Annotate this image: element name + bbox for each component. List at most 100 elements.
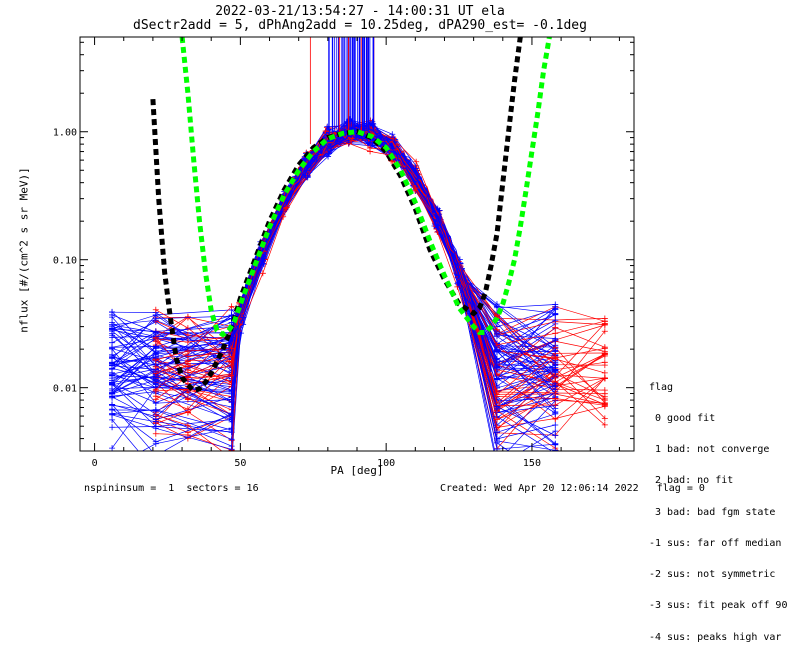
y-tick-label: 0.01 <box>53 384 77 395</box>
data-point-marker <box>282 205 289 212</box>
fit-curve <box>150 37 523 394</box>
x-axis-label: PA [deg] <box>330 464 384 477</box>
data-point-marker <box>494 459 500 465</box>
chart-title: 2022-03-21/13:54:27 - 14:00:31 UT ela <box>215 4 505 19</box>
data-point-marker <box>601 359 608 366</box>
data-point-marker <box>412 187 419 194</box>
data-point-marker <box>259 270 266 277</box>
data-point-marker <box>552 361 559 368</box>
x-axis: 0 50 100 150 <box>92 37 620 469</box>
data-point-marker <box>109 389 116 396</box>
data-point-marker <box>493 375 500 382</box>
data-point-marker <box>109 416 116 423</box>
data-point-marker <box>412 185 419 192</box>
data-point-marker <box>366 144 373 151</box>
data-point-marker <box>552 383 559 390</box>
data-point-marker <box>552 422 559 429</box>
data-point-marker <box>184 406 191 413</box>
data-point-marker <box>184 358 191 365</box>
y-axis: 0.01 0.10 1.00 <box>53 41 634 440</box>
data-point-marker <box>601 318 608 325</box>
legend: flag 0 good fit 1 bad: not converge 2 ba… <box>649 362 787 653</box>
fit-curves <box>150 37 552 394</box>
data-point-marker <box>552 401 559 408</box>
data-point-marker <box>601 387 608 394</box>
data-point-marker <box>601 399 608 406</box>
data-point-marker <box>552 447 559 451</box>
data-point-marker <box>152 353 159 360</box>
y-tick-label: 1.00 <box>53 128 77 139</box>
distribution-line <box>155 127 605 451</box>
data-point-marker <box>109 332 116 339</box>
distribution-line <box>155 128 605 346</box>
data-point-marker <box>152 335 159 342</box>
x-tick-label: 100 <box>377 458 395 469</box>
legend-entry: -2 sus: not symmetric <box>649 569 776 581</box>
x-tick-label: 0 <box>92 458 98 469</box>
legend-entry: -3 sus: fit peak off 90 <box>649 600 788 612</box>
data-point-marker <box>109 314 116 321</box>
distribution-line <box>141 130 556 451</box>
distribution-line <box>111 130 556 354</box>
legend-entry: -1 sus: far off median <box>649 537 782 549</box>
data-point-marker <box>369 118 376 125</box>
legend-title: flag <box>649 381 674 393</box>
y-tick-label: 0.10 <box>53 256 77 267</box>
data-point-marker <box>601 350 608 357</box>
data-point-marker <box>493 416 500 423</box>
data-point-marker <box>228 390 235 397</box>
data-point-marker <box>152 423 159 430</box>
data-point-marker <box>228 436 235 443</box>
chart-subtitle: dSectr2add = 5, dPhAng2add = 10.25deg, d… <box>133 18 587 33</box>
data-point-marker <box>228 359 235 366</box>
data-point-marker <box>153 469 159 475</box>
distribution-line <box>155 132 605 363</box>
distribution-line <box>111 132 556 447</box>
data-point-marker <box>601 375 608 382</box>
data-point-marker <box>109 345 116 352</box>
data-point-marker <box>184 325 191 332</box>
data-point-marker <box>240 314 247 321</box>
data-point-marker <box>493 439 500 446</box>
data-point-marker <box>184 374 191 381</box>
data-point-marker <box>228 446 235 451</box>
data-point-marker <box>152 328 159 335</box>
data-point-marker <box>493 326 500 333</box>
distribution-line <box>111 136 556 451</box>
data-point-marker <box>109 381 116 388</box>
data-point-marker <box>152 438 159 445</box>
data-point-marker <box>454 280 461 287</box>
data-point-marker <box>552 432 559 439</box>
data-point-marker <box>184 353 191 360</box>
data-point-marker <box>493 403 500 410</box>
data-point-marker <box>494 464 500 470</box>
data-point-marker <box>152 386 159 393</box>
x-tick-label: 150 <box>523 458 541 469</box>
data-point-marker <box>413 158 420 165</box>
data-point-marker <box>552 305 559 312</box>
legend-entry: 3 bad: bad fgm state <box>649 506 776 518</box>
data-point-marker <box>228 409 235 416</box>
data-point-marker <box>493 346 500 353</box>
data-point-marker <box>228 372 235 379</box>
data-point-marker <box>152 315 159 322</box>
data-point-marker <box>236 321 243 328</box>
data-point-marker <box>552 395 559 402</box>
fit-curve <box>179 37 552 338</box>
data-point-marker <box>601 328 608 335</box>
data-point-marker <box>152 376 159 383</box>
data-point-marker <box>184 422 191 429</box>
data-point-marker <box>552 324 559 331</box>
data-point-marker <box>552 366 559 373</box>
legend-entry: 0 good fit <box>649 413 716 425</box>
data-point-marker <box>109 407 116 414</box>
data-point-marker <box>552 441 559 448</box>
data-point-marker <box>184 313 191 320</box>
distribution-line <box>155 126 605 451</box>
data-point-marker <box>152 381 159 388</box>
data-point-marker <box>552 330 559 337</box>
data-point-marker <box>152 407 159 414</box>
data-point-marker <box>493 303 500 310</box>
y-axis-label: nflux [#/(cm^2 s sr MeV)] <box>17 167 31 333</box>
legend-entry: -4 sus: peaks high var <box>649 631 782 643</box>
